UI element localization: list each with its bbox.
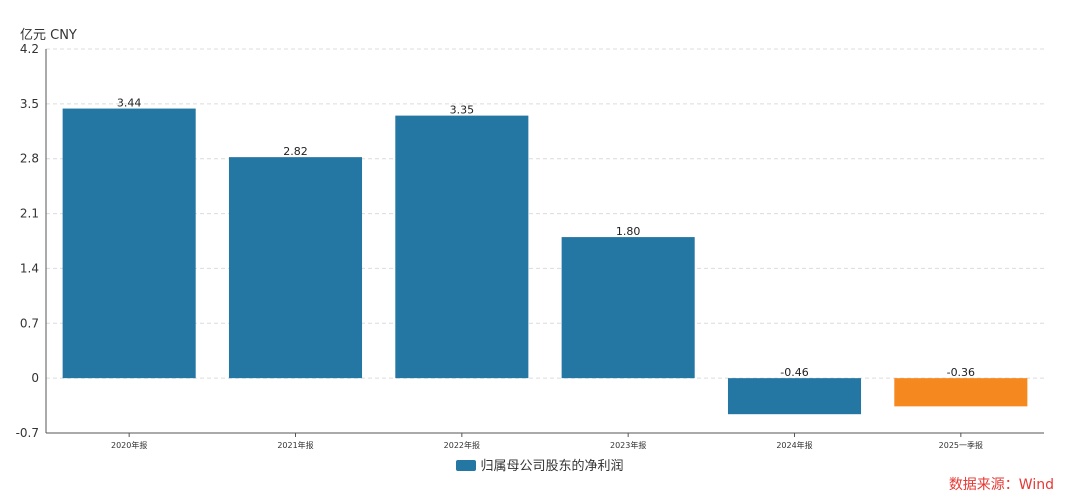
- bar[interactable]: [561, 237, 695, 379]
- data-label: 2.82: [283, 145, 308, 158]
- legend-label: 归属母公司股东的净利润: [480, 459, 624, 474]
- bar[interactable]: [894, 378, 1028, 407]
- legend[interactable]: 归属母公司股东的净利润: [0, 455, 1080, 474]
- y-tick-labels: 4.2 3.5 2.8 2.1 1.4 0.7 0 -0.7: [16, 42, 39, 440]
- y-tick-label: 0.7: [20, 316, 39, 330]
- y-tick-label: -0.7: [16, 426, 39, 440]
- data-label: -0.36: [947, 366, 975, 379]
- data-label: 1.80: [616, 225, 641, 238]
- x-tick-label: 2020年报: [111, 440, 147, 450]
- x-tick-label: 2021年报: [277, 440, 313, 450]
- data-labels: 3.44 2.82 3.35 1.80 -0.46 -0.36: [117, 97, 975, 380]
- legend-swatch: [456, 460, 477, 471]
- bars: [62, 108, 1028, 415]
- y-tick-label: 3.5: [20, 97, 39, 111]
- y-tick-label: 1.4: [20, 261, 39, 275]
- bar[interactable]: [228, 157, 363, 379]
- bar[interactable]: [62, 108, 196, 379]
- y-tick-label: 2.8: [20, 152, 39, 166]
- x-tick-label: 2022年报: [444, 440, 480, 450]
- bar[interactable]: [395, 115, 529, 379]
- x-tick-labels: 2020年报 2021年报 2022年报 2023年报 2024年报 2025一季报: [111, 440, 983, 450]
- x-tick-label: 2025一季报: [939, 440, 983, 450]
- bar[interactable]: [727, 378, 862, 415]
- data-source-note: 数据来源：Wind: [948, 477, 1054, 493]
- y-tick-label: 2.1: [20, 207, 39, 221]
- y-tick-label: 4.2: [20, 42, 39, 56]
- x-tick-label: 2023年报: [610, 440, 646, 450]
- data-label: 3.35: [450, 104, 475, 117]
- data-label: -0.46: [780, 366, 808, 379]
- x-tick-label: 2024年报: [776, 440, 812, 450]
- y-axis-unit-label: 亿元 CNY: [20, 28, 77, 43]
- axes: [45, 49, 1044, 437]
- data-label: 3.44: [117, 97, 142, 110]
- y-tick-label: 0: [31, 371, 39, 385]
- grid-lines: [46, 48, 1044, 379]
